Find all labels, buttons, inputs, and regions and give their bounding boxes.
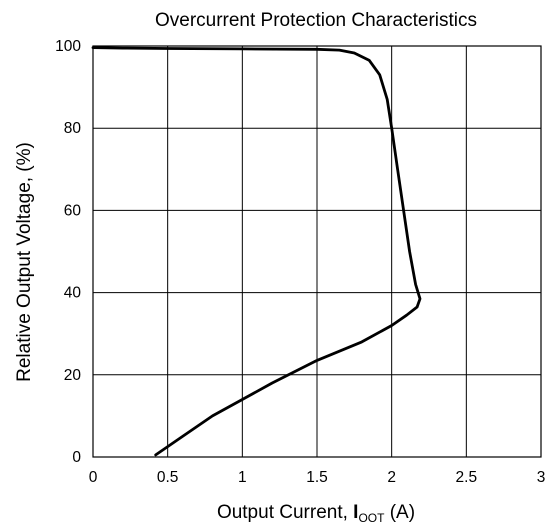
x-axis-label-subscript: OOT <box>358 511 385 525</box>
y-tick-labels: 0 20 40 60 80 100 <box>55 38 81 466</box>
y-tick-label: 0 <box>72 449 81 466</box>
y-tick-label: 40 <box>64 285 82 302</box>
x-tick-label: 2 <box>387 469 396 486</box>
y-tick-label: 80 <box>64 120 82 137</box>
y-tick-label: 20 <box>64 367 82 384</box>
x-axis-label: Output Current, IOOT (A) <box>217 502 415 525</box>
x-tick-label: 0 <box>89 469 98 486</box>
y-tick-label: 60 <box>64 202 82 219</box>
series-line <box>91 46 422 457</box>
x-tick-label: 2.5 <box>456 469 478 486</box>
x-axis-label-unit: (A) <box>384 502 415 523</box>
x-tick-label: 0.5 <box>157 469 179 486</box>
y-axis-label: Relative Output Voltage, (%) <box>14 142 35 382</box>
x-tick-label: 3 <box>537 469 546 486</box>
x-tick-label: 1.5 <box>306 469 328 486</box>
x-tick-label: 1 <box>238 469 247 486</box>
plot-frame <box>92 45 542 458</box>
x-tick-labels: 0 0.5 1 1.5 2 2.5 3 <box>89 469 546 486</box>
x-axis-label-text: Output Current, <box>217 502 353 523</box>
y-tick-label: 100 <box>55 38 81 55</box>
grid <box>92 45 542 458</box>
x-axis-label-symbol: I <box>353 502 358 523</box>
chart-title: Overcurrent Protection Characteristics <box>155 10 477 31</box>
